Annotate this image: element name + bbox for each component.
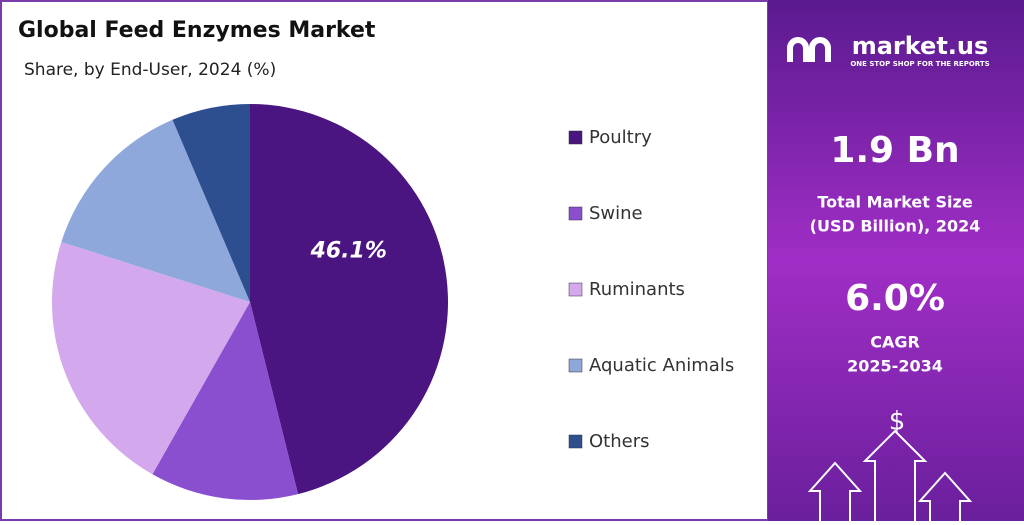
market-size-label: (USD Billion), 2024 <box>810 217 981 236</box>
pie-slice <box>152 302 299 500</box>
legend-label: Aquatic Animals <box>589 355 734 376</box>
legend-label: Others <box>589 431 650 452</box>
legend-swatch <box>568 434 583 449</box>
chart-title: Global Feed Enzymes Market <box>18 18 376 43</box>
cagr-label: CAGR <box>870 333 920 352</box>
legend: Poultry Swine Ruminants Aquatic Animals Othe… <box>568 127 734 452</box>
value-label: 46.1% <box>310 239 387 264</box>
market-size-label: Total Market Size <box>817 193 972 212</box>
logo <box>787 37 831 62</box>
brand: market.us <box>852 32 989 60</box>
market-size: 1.9 Bn <box>830 130 959 171</box>
legend-label: Poultry <box>589 127 652 148</box>
cagr-label: 2025-2034 <box>847 357 943 376</box>
dollar-icon: $ <box>889 407 906 437</box>
legend-label: Swine <box>589 203 643 224</box>
legend-swatch <box>568 206 583 221</box>
pie-slice <box>250 104 448 495</box>
pie-slice <box>51 241 250 475</box>
legend-label: Ruminants <box>589 279 685 300</box>
side-content: market.us ONE STOP SHOP FOR THE REPORTS … <box>787 32 990 521</box>
pie-slice <box>172 104 250 302</box>
tagline: ONE STOP SHOP FOR THE REPORTS <box>850 60 989 68</box>
cagr: 6.0% <box>845 278 945 319</box>
pie: 46.1% <box>51 104 448 500</box>
legend-swatch <box>568 358 583 373</box>
legend-swatch <box>568 282 583 297</box>
pie-slice <box>61 119 250 302</box>
side-panel <box>768 0 1024 521</box>
chart-subtitle: Share, by End-User, 2024 (%) <box>24 60 276 80</box>
legend-swatch <box>568 130 583 145</box>
arrows <box>807 429 973 521</box>
